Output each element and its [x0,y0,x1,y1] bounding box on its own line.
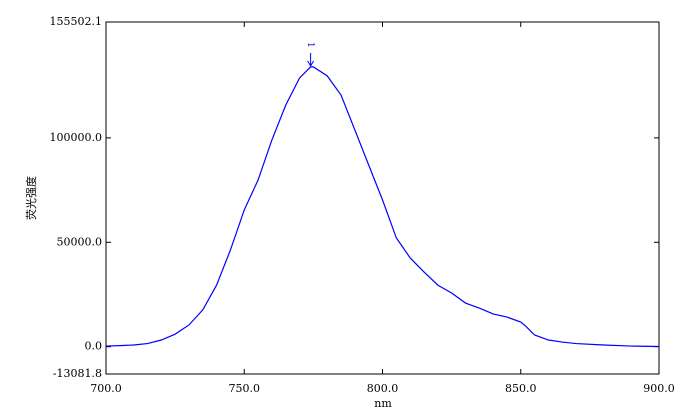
x-tick-label: 750.0 [229,382,261,395]
y-tick-label: 50000.0 [57,235,103,248]
peak-arrow [307,52,315,67]
y-axis-label: 荧光强度 [24,176,38,220]
peak-label: 1 [305,42,315,48]
y-tick-label: 100000.0 [50,131,103,144]
x-tick-label: 900.0 [643,382,675,395]
x-tick-label: 800.0 [367,382,399,395]
plot-frame [105,21,660,375]
x-tick-label: 850.0 [505,382,537,395]
y-tick-label: 0.0 [85,340,103,353]
y-tick-label: -13081.8 [53,367,102,380]
x-axis-label: nm [374,397,392,410]
spectrum-line [105,66,660,348]
x-tick-label: 700.0 [90,382,122,395]
y-tick-label: 155502.1 [50,15,103,28]
